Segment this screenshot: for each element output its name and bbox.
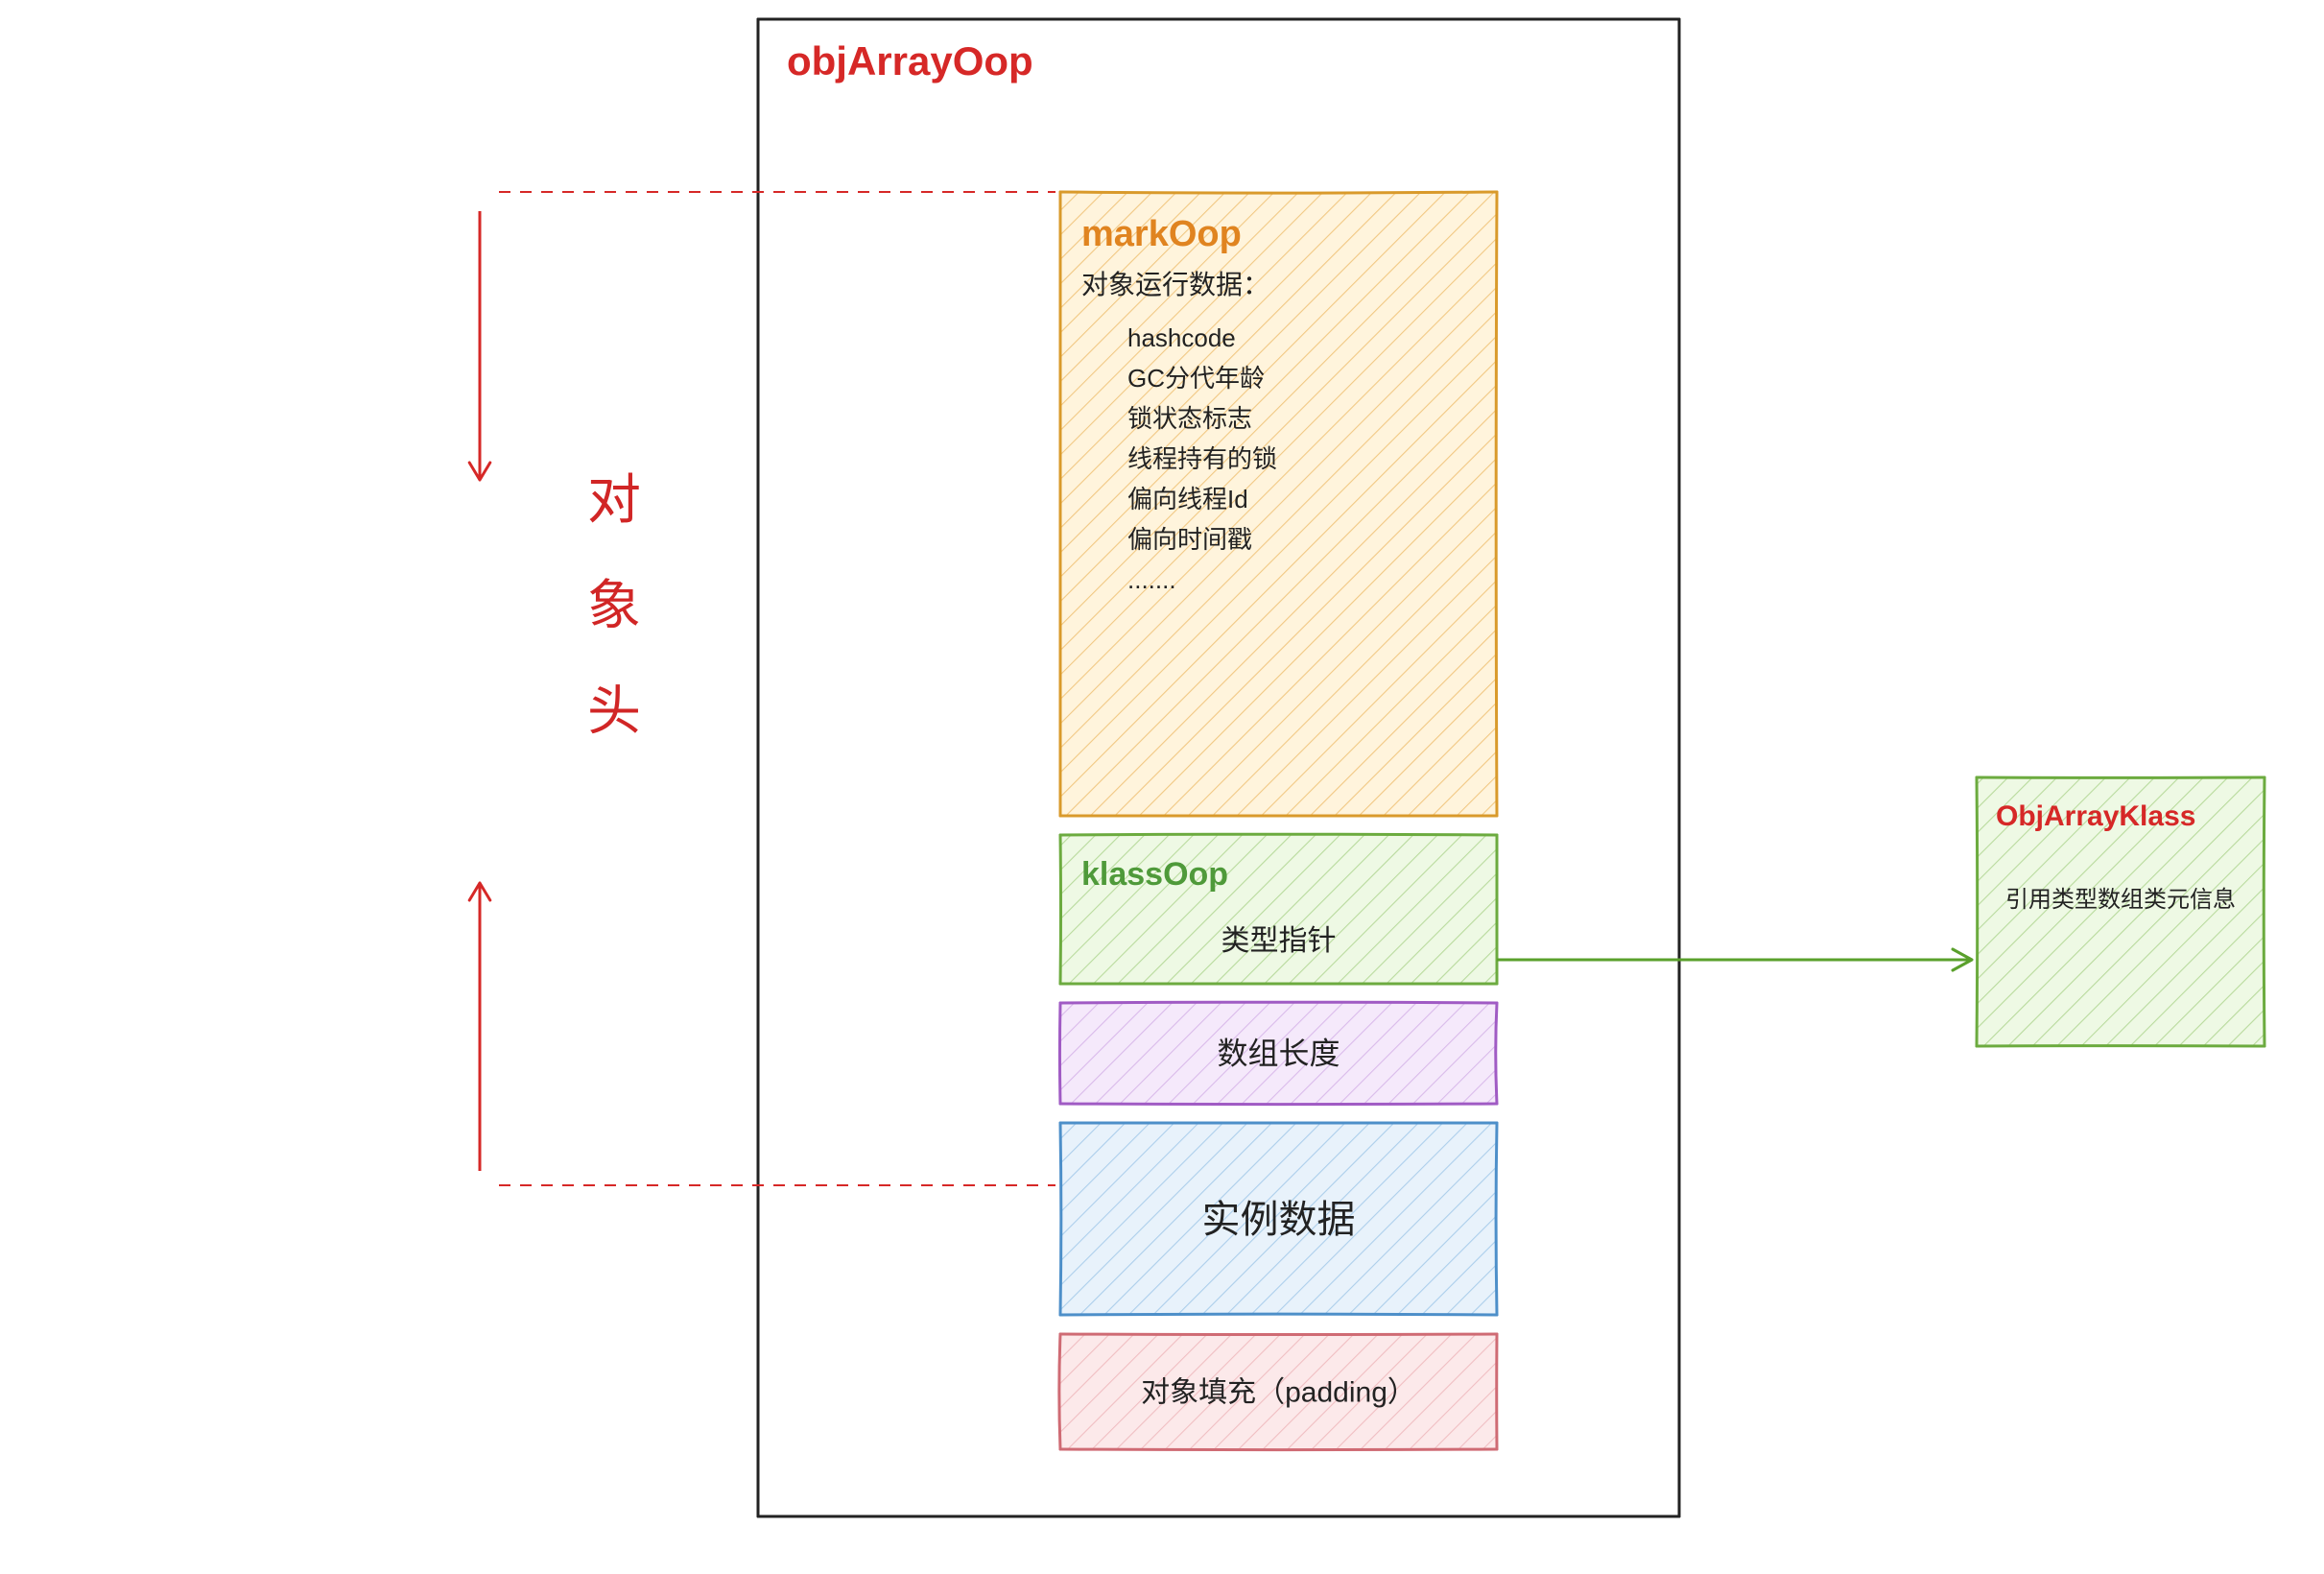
object-header-label: 对象头: [587, 469, 641, 741]
block-markoop-line: 锁状态标志: [1127, 404, 1252, 433]
object-header-char: 头: [587, 680, 641, 741]
block-markoop-line: 偏向线程Id: [1127, 485, 1248, 513]
block-markoop-line: 偏向时间戳: [1127, 525, 1252, 554]
block-instdata-label: 实例数据: [1202, 1199, 1356, 1241]
block-klassoop-title: klassOop: [1081, 856, 1228, 893]
side-box-title: ObjArrayKlass: [1996, 800, 2195, 832]
outer-box-title: objArrayOop: [787, 38, 1033, 83]
block-markoop-line: 线程持有的锁: [1127, 444, 1277, 473]
diagram-root: objArrayOop 对象头 markOop 对象运行数据： hashcode GC分代…: [0, 0, 2324, 1574]
block-markoop-line: hashcode: [1127, 323, 1236, 352]
block-markoop-line: .......: [1127, 565, 1176, 594]
side-box-subtitle: 引用类型数组类元信息: [2005, 887, 2236, 913]
diagram-svg: objArrayOop 对象头 markOop 对象运行数据： hashcode GC分代…: [0, 0, 2324, 1574]
block-padding-label: 对象填充（padding）: [1141, 1377, 1416, 1409]
object-header-char: 对: [587, 469, 641, 530]
object-header-char: 象: [587, 575, 641, 635]
block-klassoop-subtitle: 类型指针: [1221, 925, 1337, 957]
block-markoop-title: markOop: [1081, 214, 1242, 254]
block-arraylen-label: 数组长度: [1217, 1037, 1340, 1071]
block-markoop-line: GC分代年龄: [1127, 364, 1265, 393]
block-markoop-subtitle: 对象运行数据：: [1081, 270, 1269, 299]
